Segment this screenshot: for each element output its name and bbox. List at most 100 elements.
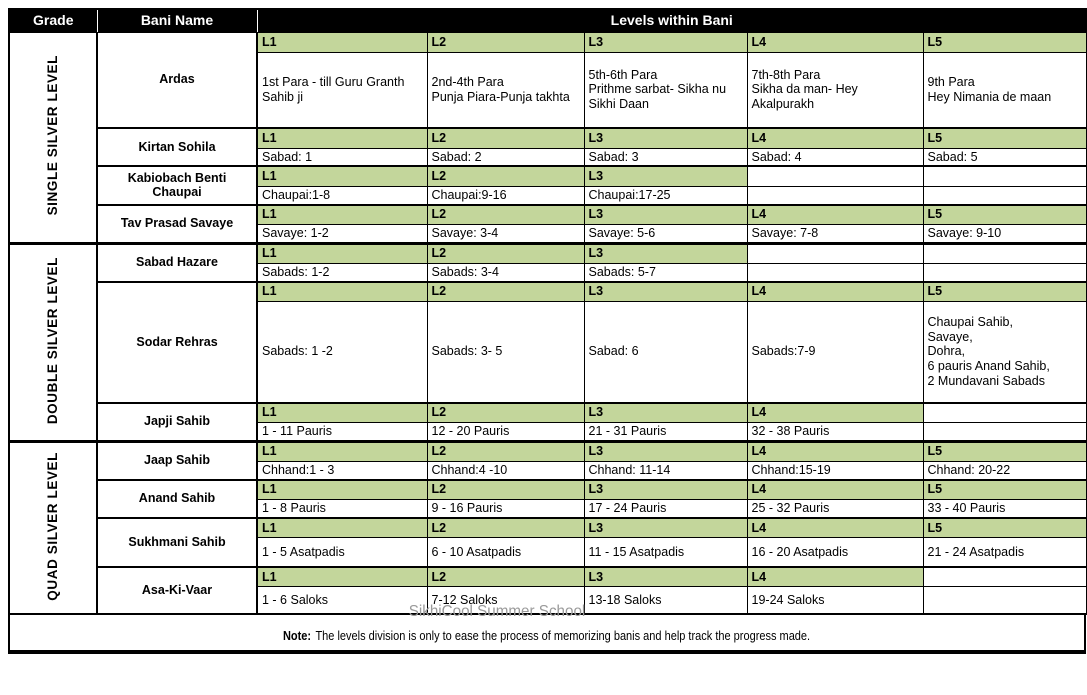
level-header-cell: L1 (256, 565, 428, 588)
level-value-cell: Sabads: 3-4 (426, 262, 585, 283)
level-value-cell: Savaye: 3-4 (426, 224, 585, 244)
page: Grade Bani Name Levels within Bani SINGL… (8, 8, 1087, 654)
level-value-cell: Chaupai:9-16 (426, 185, 585, 206)
level-header-row: DOUBLE SILVER LEVEL Sabad Hazare L1 L2 L3 (8, 241, 1087, 442)
level-header-row: Sodar Rehras L1 L2 L3 L4 L5 (9, 280, 1087, 403)
level-header-row: QUAD SILVER LEVEL Jaap Sahib L1 L2 L3 L4 L5 (8, 439, 1087, 615)
level-header-empty-cell (746, 165, 924, 187)
level-header-cell: L3 (583, 203, 748, 225)
level-header-cell: L4 (746, 280, 924, 302)
level-header-empty-cell (922, 565, 1087, 588)
level-value-cell: 25 - 32 Pauris (746, 498, 924, 519)
level-value-empty-cell (922, 185, 1087, 206)
level-header-cell: L3 (583, 565, 748, 588)
level-value-cell: 7th-8th Para Sikha da man- Hey Akalpurak… (746, 51, 924, 129)
level-header-cell: L1 (256, 127, 428, 149)
grade-label: DOUBLE SILVER LEVEL (45, 256, 61, 424)
level-header-cell: L1 (256, 203, 428, 225)
level-header-empty-cell (922, 401, 1087, 423)
level-header-cell: L3 (583, 478, 748, 500)
level-value-cell: 1 - 6 Saloks (256, 586, 428, 615)
level-header-cell: L2 (426, 127, 585, 149)
level-header-cell: L5 (922, 127, 1087, 149)
level-header-cell: L1 (256, 516, 428, 539)
level-header-cell: L2 (426, 401, 585, 423)
level-header-cell: L3 (583, 31, 748, 53)
grade-cell: QUAD SILVER LEVEL (8, 439, 98, 615)
level-header-cell: L2 (426, 31, 585, 53)
level-value-cell: Sabads:7-9 (746, 301, 924, 403)
level-header-row: SINGLE SILVER LEVEL Ardas L1 L2 L3 L4 L5 (8, 31, 1087, 244)
bani-name-cell: Japji Sahib (96, 401, 258, 442)
level-value-cell: 1 - 11 Pauris (256, 422, 428, 442)
level-header-cell: L2 (426, 516, 585, 539)
level-header-cell: L2 (426, 565, 585, 588)
level-value-row: Sabads: 1-2 Sabads: 3-4 Sabads: 5-7 (9, 262, 1087, 283)
level-header-cell: L3 (583, 439, 748, 462)
level-header-cell: L2 (426, 203, 585, 225)
level-header-row: Tav Prasad Savaye L1 L2 L3 L4 L5 (9, 203, 1087, 244)
level-header-cell: L5 (922, 478, 1087, 500)
level-value-cell: 1st Para - till Guru Granth Sahib ji (256, 51, 428, 129)
level-header-cell: L5 (922, 439, 1087, 462)
level-value-cell: Sabad: 5 (922, 147, 1087, 167)
level-header-empty-cell (922, 241, 1087, 264)
bani-name-cell: Ardas (96, 31, 258, 129)
level-value-cell: 11 - 15 Asatpadis (583, 537, 748, 568)
level-header-cell: L2 (426, 241, 585, 264)
level-header-cell: L4 (746, 31, 924, 53)
level-header-cell: L4 (746, 516, 924, 539)
bani-levels-table: Grade Bani Name Levels within Bani SINGL… (8, 8, 1087, 615)
level-header-row: Japji Sahib L1 L2 L3 L4 (9, 401, 1087, 442)
level-value-cell: 17 - 24 Pauris (583, 498, 748, 519)
level-header-row: Kirtan Sohila L1 L2 L3 L4 L5 (9, 126, 1087, 167)
level-header-cell: L1 (256, 401, 428, 423)
level-value-cell: Sabad: 2 (426, 147, 585, 167)
level-value-cell: Chhand:1 - 3 (256, 460, 428, 481)
level-header-cell: L2 (426, 439, 585, 462)
level-header-cell: L5 (922, 203, 1087, 225)
note-label: Note: (283, 629, 312, 644)
level-header-cell: L4 (746, 401, 924, 423)
level-value-cell: 13-18 Saloks (583, 586, 748, 615)
level-header-cell: L4 (746, 203, 924, 225)
level-value-row: 1st Para - till Guru Granth Sahib ji 2nd-… (9, 51, 1087, 129)
level-value-cell: Sabad: 1 (256, 147, 428, 167)
level-value-empty-cell (746, 262, 924, 283)
bani-name-cell: Sabad Hazare (96, 241, 258, 283)
level-header-cell: L5 (922, 31, 1087, 53)
level-header-cell: L4 (746, 478, 924, 500)
level-value-cell: 16 - 20 Asatpadis (746, 537, 924, 568)
level-value-cell: Savaye: 7-8 (746, 224, 924, 244)
level-value-cell: Sabads: 1 -2 (256, 301, 428, 403)
level-header-cell: L5 (922, 280, 1087, 302)
grade-column-header: Grade (8, 8, 98, 33)
footer-note: Note: The levels division is only to ease… (283, 629, 810, 643)
level-header-row: Kabiobach Benti Chaupai L1 L2 L3 (9, 165, 1087, 206)
level-value-cell: Chaupai:1-8 (256, 185, 428, 206)
level-header-row: Asa-Ki-Vaar L1 L2 L3 L4 (9, 565, 1087, 615)
level-value-cell: Sabad: 6 (583, 301, 748, 403)
level-value-cell: 12 - 20 Pauris (426, 422, 585, 442)
level-header-cell: L3 (583, 280, 748, 302)
level-header-cell: L1 (256, 241, 428, 264)
level-value-cell: Sabads: 5-7 (583, 262, 748, 283)
level-header-cell: L3 (583, 516, 748, 539)
level-value-empty-cell (922, 422, 1087, 442)
level-header-empty-cell (746, 241, 924, 264)
level-value-row: 1 - 6 Saloks 7-12 Saloks 13-18 Saloks 19-24… (9, 586, 1087, 615)
level-header-cell: L4 (746, 439, 924, 462)
level-header-cell: L3 (583, 165, 748, 187)
bani-name-cell: Tav Prasad Savaye (96, 203, 258, 244)
level-value-cell: Savaye: 1-2 (256, 224, 428, 244)
note-text: The levels division is only to ease the … (315, 629, 811, 644)
level-value-cell: Savaye: 9-10 (922, 224, 1087, 244)
level-value-cell: 6 - 10 Asatpadis (426, 537, 585, 568)
bani-name-column-header: Bani Name (96, 8, 258, 33)
level-value-cell: Chhand: 20-22 (922, 460, 1087, 481)
level-value-cell: Sabads: 3- 5 (426, 301, 585, 403)
level-header-cell: L1 (256, 31, 428, 53)
level-header-cell: L3 (583, 401, 748, 423)
grade-label: QUAD SILVER LEVEL (45, 451, 61, 601)
level-value-cell: 32 - 38 Pauris (746, 422, 924, 442)
